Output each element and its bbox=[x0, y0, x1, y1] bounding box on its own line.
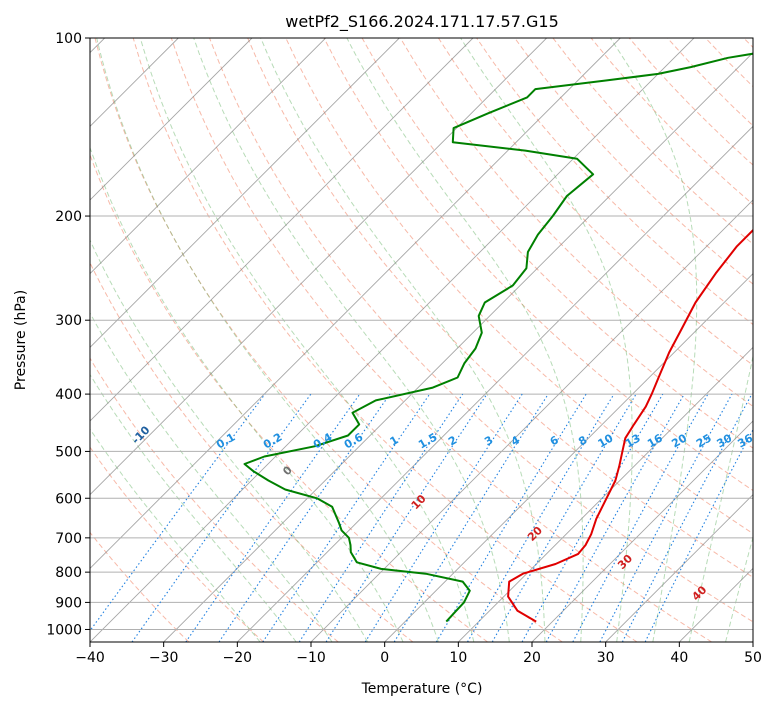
isotherm bbox=[163, 52, 753, 642]
isotherm bbox=[605, 494, 753, 642]
mixing-ratio-line bbox=[393, 393, 549, 642]
isotherm bbox=[310, 199, 753, 642]
y-tick-label: 400 bbox=[55, 387, 82, 403]
dry-adiabat bbox=[399, 38, 753, 408]
chart-title: wetPf2_S166.2024.171.17.57.G15 bbox=[285, 12, 559, 32]
dry-adiabat bbox=[90, 446, 264, 642]
mixing-ratio-line bbox=[325, 393, 488, 642]
dry-adiabat bbox=[90, 531, 190, 642]
moist-adiabat bbox=[90, 373, 297, 642]
y-axis-label: Pressure (hPa) bbox=[13, 290, 29, 390]
dry-adiabat bbox=[323, 38, 753, 492]
x-tick-label: −10 bbox=[296, 650, 326, 666]
isotherm bbox=[90, 38, 326, 275]
mixing-ratio-line bbox=[467, 393, 615, 642]
isotherm bbox=[90, 38, 474, 422]
x-tick-label: 50 bbox=[744, 650, 762, 666]
dry-adiabat bbox=[132, 38, 638, 642]
isotherm bbox=[90, 38, 547, 496]
moist-adiabat bbox=[90, 428, 261, 642]
x-tick-label: 40 bbox=[670, 650, 688, 666]
mixing-ratio-line bbox=[298, 393, 464, 642]
isotherm bbox=[237, 125, 753, 642]
y-tick-label: 900 bbox=[55, 595, 82, 611]
y-tick-label: 300 bbox=[55, 313, 82, 329]
isotherm bbox=[90, 38, 400, 348]
moist-adiabat bbox=[139, 38, 475, 642]
moist-adiabat bbox=[96, 38, 439, 642]
x-tick-label: −30 bbox=[149, 650, 179, 666]
isotherm bbox=[531, 420, 753, 642]
y-tick-label: 600 bbox=[55, 491, 82, 507]
mixing-ratio-line bbox=[491, 393, 637, 642]
moist-adiabat bbox=[90, 311, 333, 642]
moist-adiabat bbox=[725, 535, 753, 642]
dry-adiabat bbox=[170, 38, 712, 642]
x-tick-label: 10 bbox=[449, 650, 467, 666]
isotherm bbox=[458, 346, 753, 642]
dry-adiabat bbox=[514, 38, 753, 285]
dry-adiabat bbox=[94, 38, 563, 642]
dewpoint-profile bbox=[243, 52, 753, 623]
x-tick-label: −40 bbox=[75, 650, 105, 666]
isotherm bbox=[90, 38, 695, 642]
dry-adiabat bbox=[209, 38, 753, 623]
isotherm bbox=[90, 38, 621, 569]
dry-adiabat bbox=[90, 357, 339, 642]
plot-frame bbox=[89, 37, 754, 643]
mixing-ratio-line bbox=[262, 393, 431, 642]
moist-adiabat bbox=[609, 38, 698, 642]
mixing-ratio-line bbox=[545, 393, 685, 642]
x-tick-label: −20 bbox=[223, 650, 253, 666]
moist-adiabat bbox=[260, 38, 546, 642]
x-tick-label: 0 bbox=[380, 650, 389, 666]
y-tick-label: 1000 bbox=[46, 622, 82, 638]
y-tick-label: 500 bbox=[55, 444, 82, 460]
moist-adiabat bbox=[90, 239, 369, 642]
moist-adiabat bbox=[193, 38, 510, 642]
dry-adiabat bbox=[437, 38, 753, 366]
isotherm bbox=[90, 38, 253, 201]
mixing-ratio-line bbox=[521, 393, 664, 642]
y-tick-label: 700 bbox=[55, 531, 82, 547]
plot-area bbox=[90, 38, 753, 642]
moist-adiabat bbox=[90, 146, 404, 642]
axes: −40 −30 −20 −10 0 10 20 30 40 50 100 200 300 400 500 60… bbox=[46, 31, 762, 666]
moist-adiabat bbox=[346, 38, 584, 642]
y-tick-label: 100 bbox=[55, 31, 82, 47]
temperature-profile bbox=[507, 228, 753, 623]
mixing-ratio-line bbox=[364, 393, 523, 642]
x-tick-label: 30 bbox=[597, 650, 615, 666]
mixing-ratio-line bbox=[644, 428, 753, 642]
y-tick-label: 200 bbox=[55, 209, 82, 225]
dry-adiabat bbox=[90, 153, 488, 642]
y-tick-label: 800 bbox=[55, 565, 82, 581]
x-axis-label: Temperature (°C) bbox=[361, 681, 483, 697]
isotherm bbox=[384, 273, 753, 642]
moist-adiabat bbox=[688, 353, 753, 642]
dry-adiabat bbox=[247, 38, 753, 578]
x-tick-label: 20 bbox=[523, 650, 541, 666]
